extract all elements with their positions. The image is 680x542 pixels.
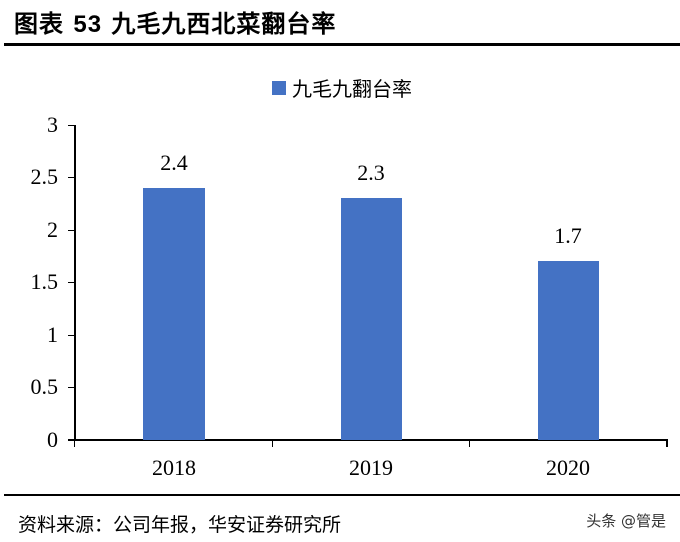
x-axis-line [68,439,668,441]
x-tick-label: 2019 [349,455,393,480]
y-tick-label: 1.5 [30,269,59,294]
bar-2020 [538,261,599,440]
title-prefix: 图表 [14,9,64,38]
y-tick-label: 3 [47,112,58,137]
top-divider [4,43,680,46]
watermark: 头条 @管是 [586,512,666,530]
value-label-2018: 2.4 [160,150,188,175]
y-tick [68,177,75,178]
legend-swatch-icon [272,80,286,95]
y-tick [68,387,75,388]
x-tick-label: 2018 [152,455,196,480]
y-tick [68,125,75,126]
y-tick-label: 0 [47,427,58,452]
legend: 九毛九翻台率 [272,73,412,102]
x-tick-label: 2020 [546,455,590,480]
value-label-2020: 1.7 [554,223,582,248]
bottom-divider [4,494,680,496]
source-note: 资料来源：公司年报，华安证券研究所 [18,514,342,536]
y-tick-label: 2 [47,217,58,242]
y-axis-line [74,125,76,441]
chart-title: 图表 53 九毛九西北菜翻台率 [14,4,336,39]
plot-area: 3 2.5 2 1.5 1 0.5 0 2.4 2.3 1.7 2018 201… [30,112,668,480]
y-tick [68,282,75,283]
x-tick [74,440,75,447]
y-tick-label: 1 [47,322,58,347]
y-tick [68,230,75,231]
value-label-2019: 2.3 [357,160,385,185]
bar-2018 [143,188,205,440]
y-tick-label: 0.5 [30,374,59,399]
figure-number: 53 [73,11,103,38]
y-tick [68,335,75,336]
x-tick [272,440,273,447]
bar-2019 [341,198,402,440]
legend-label: 九毛九翻台率 [292,77,412,101]
x-tick [469,440,470,447]
title-text: 九毛九西北菜翻台率 [111,9,337,38]
y-tick-label: 2.5 [30,164,59,189]
x-tick [666,440,668,447]
